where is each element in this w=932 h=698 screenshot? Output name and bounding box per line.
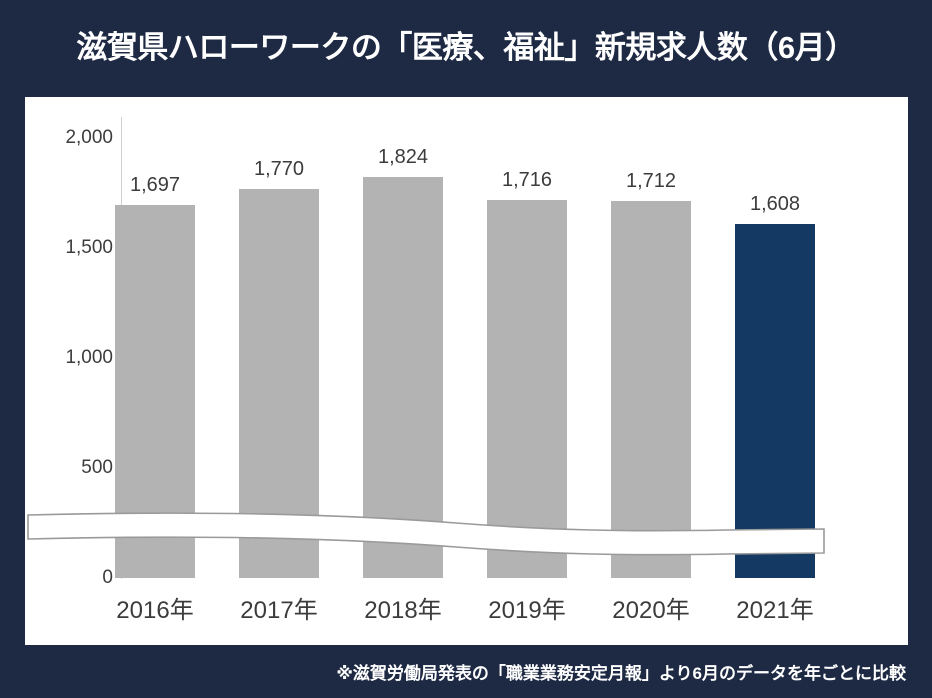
bar[interactable]: [239, 188, 319, 578]
x-axis-tick-label: 2021年: [736, 597, 814, 624]
y-axis-tick-label: 1,500: [65, 237, 113, 258]
x-axis-tick-label: 2017年: [240, 597, 318, 624]
x-axis-tick-label: 2018年: [364, 597, 442, 624]
bar-value-label: 1,697: [129, 173, 181, 196]
bar-value-label: 1,824: [377, 145, 429, 168]
bar[interactable]: [487, 200, 567, 578]
footnote: ※滋賀労働局発表の「職業業務安定月報」より6月のデータを年ごとに比較: [336, 664, 906, 683]
bar[interactable]: [115, 204, 195, 578]
bar[interactable]: [363, 176, 443, 578]
x-axis-tick-label: 2016年: [116, 597, 194, 624]
x-axis-tick-label: 2020年: [612, 597, 690, 624]
x-axis-tick-label: 2019年: [488, 597, 566, 624]
bar-value-label: 1,770: [253, 157, 305, 180]
chart-card: 0 500 1,000 1,500 2,000 1,697 2016年 1,770 2017年…: [25, 97, 908, 645]
bar-value-label: 1,716: [501, 169, 553, 192]
bar-value-label: 1,712: [625, 170, 677, 193]
y-axis: 0 500 1,000 1,500 2,000: [25, 97, 113, 645]
bar[interactable]: [735, 224, 815, 578]
y-axis-tick-label: 2,000: [65, 127, 113, 148]
y-axis-tick-label: 500: [81, 457, 113, 478]
page-title: 滋賀県ハローワークの「医療、福祉」新規求人数（6月）: [76, 30, 856, 65]
bar[interactable]: [611, 201, 691, 578]
plot-area: 1,697 2016年 1,770 2017年 1,824 2018年 1,716 2019年…: [115, 97, 908, 645]
y-axis-tick-label: 1,000: [65, 347, 113, 368]
bar-value-label: 1,608: [749, 193, 801, 216]
y-axis-tick-label: 0: [102, 567, 113, 588]
